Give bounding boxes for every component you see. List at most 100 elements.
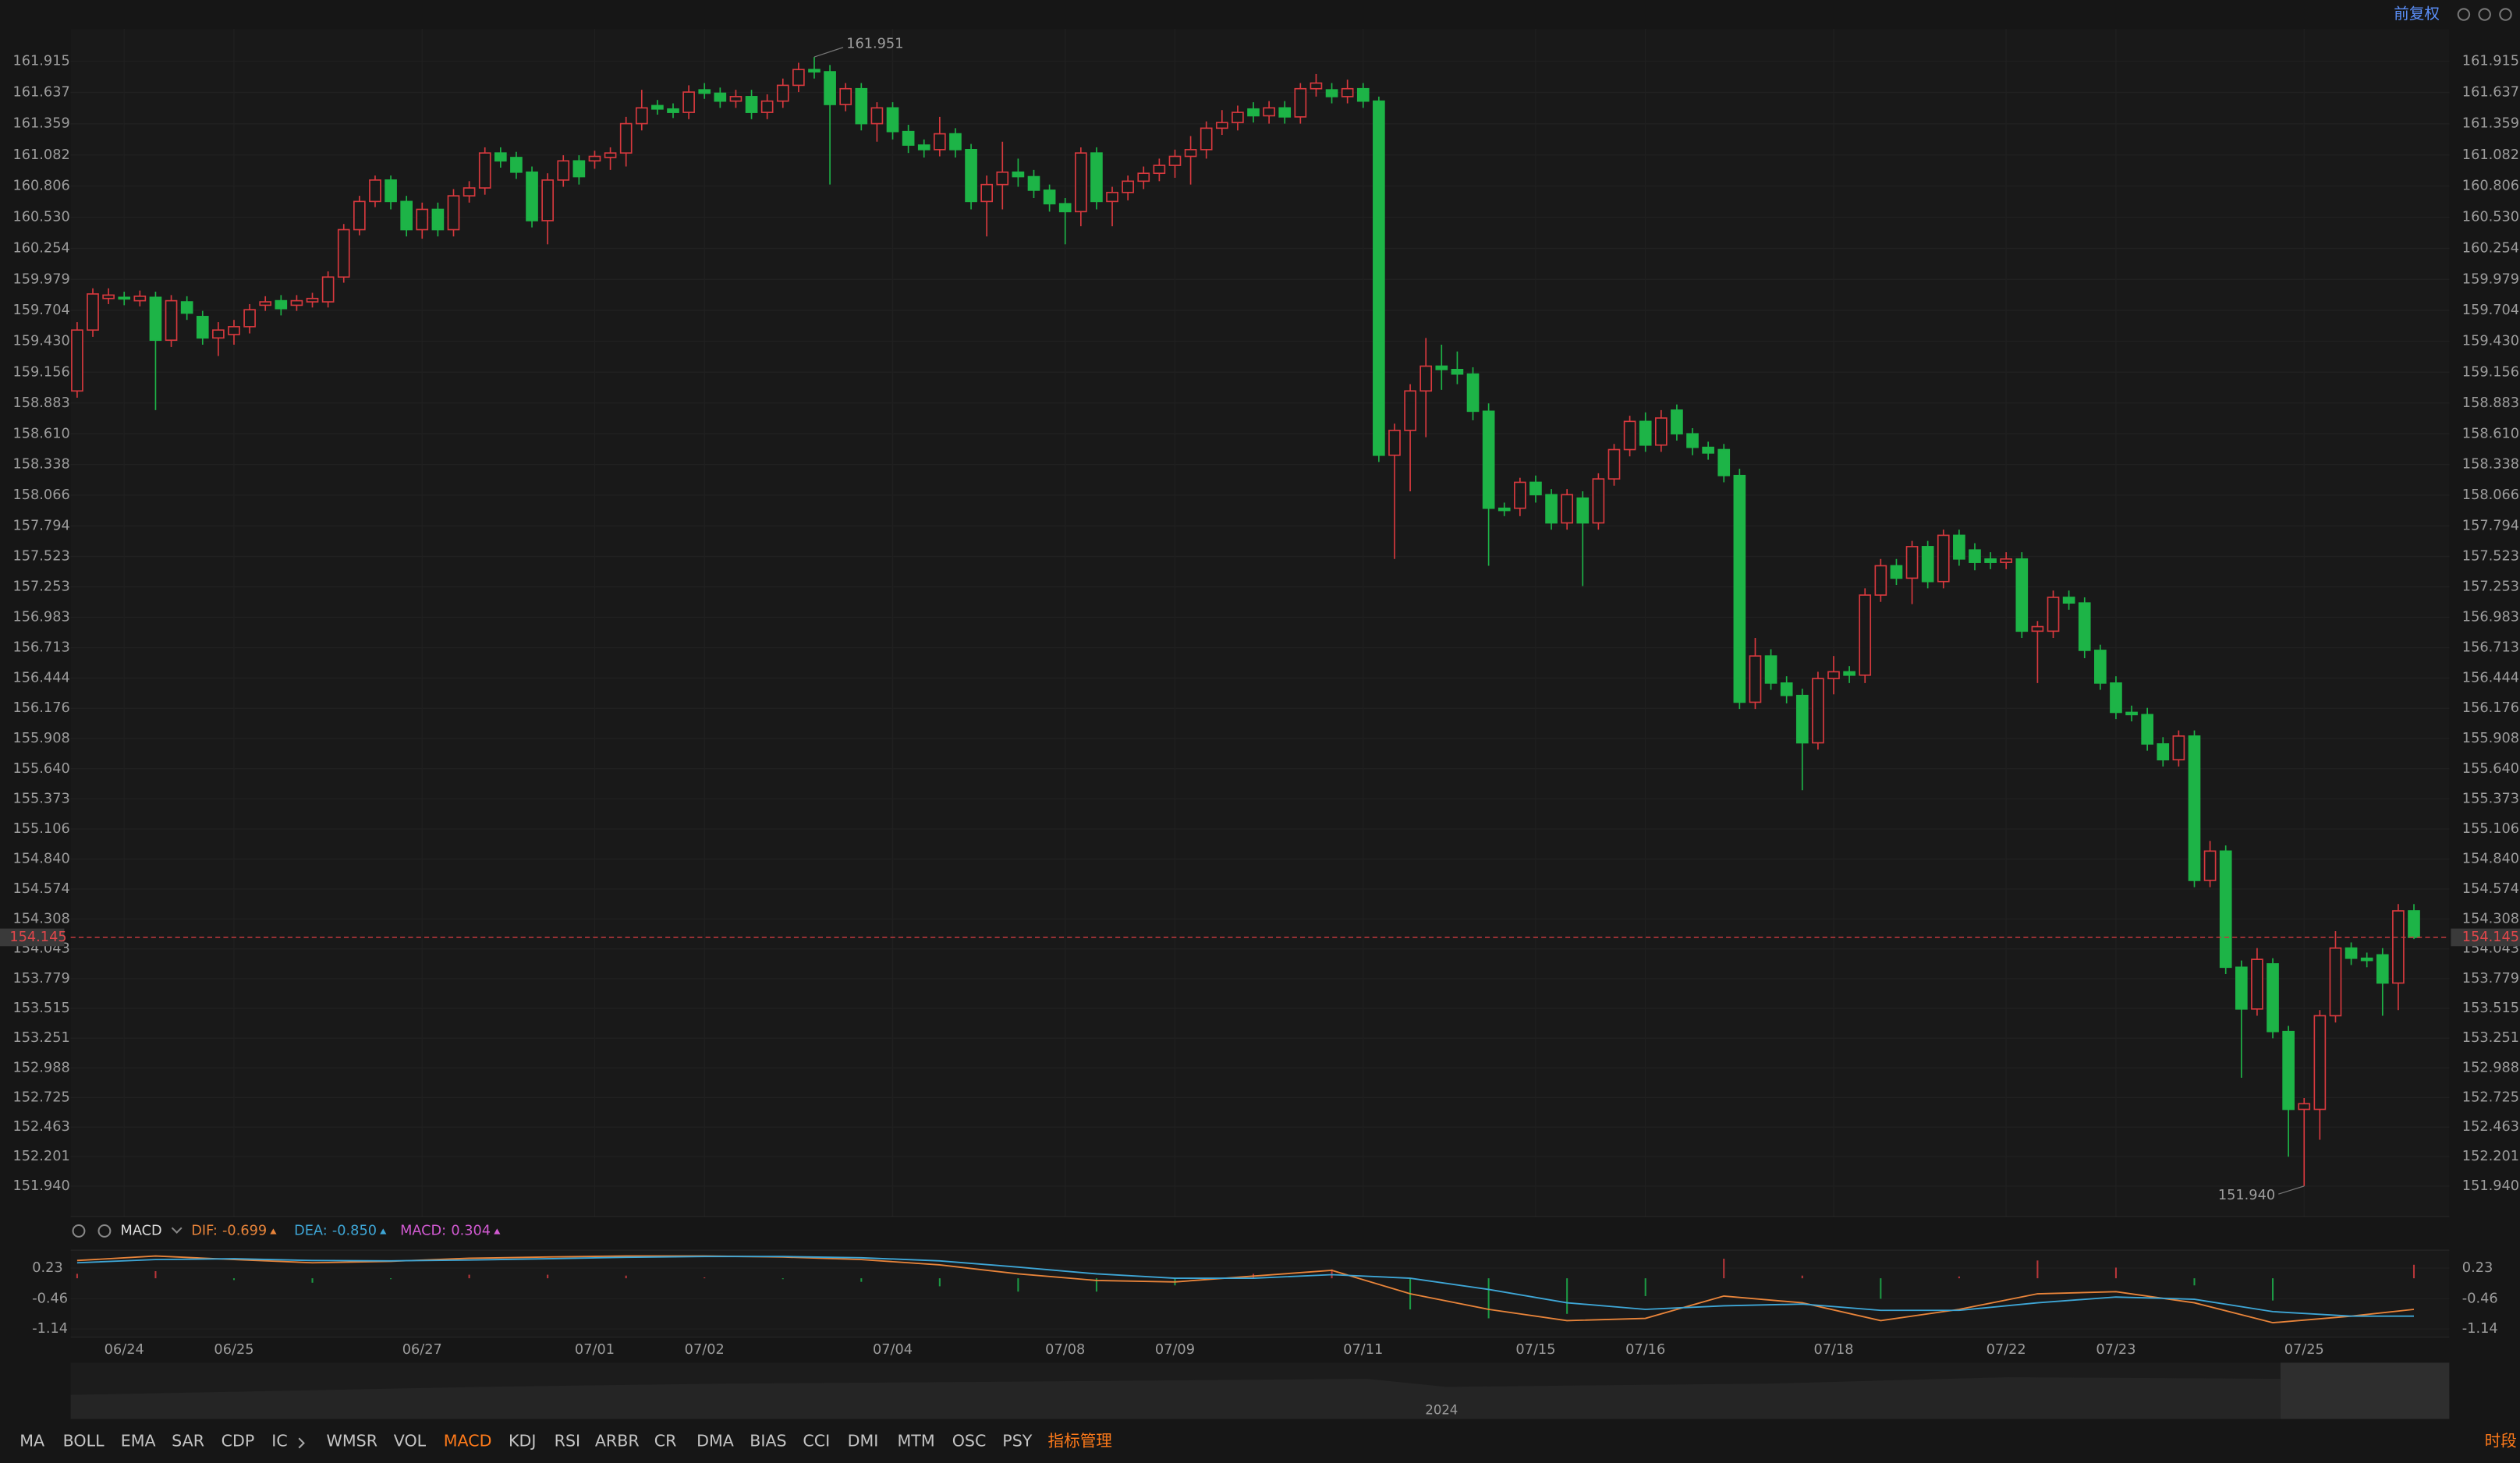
indicator-tab[interactable]: CR bbox=[654, 1431, 677, 1450]
candle-body bbox=[1843, 671, 1855, 676]
indicator-manage[interactable]: 指标管理 bbox=[1048, 1431, 1112, 1450]
x-tick-label: 07/18 bbox=[1813, 1342, 1853, 1358]
y-tick-label: 152.463 bbox=[12, 1119, 69, 1135]
candle-body bbox=[792, 69, 805, 87]
candle-body bbox=[353, 200, 366, 231]
candle-body bbox=[1607, 448, 1621, 480]
candle-body bbox=[1733, 474, 1746, 703]
y-tick-label: 152.988 bbox=[12, 1060, 69, 1075]
candle-body bbox=[369, 179, 381, 203]
x-tick-label: 07/22 bbox=[1987, 1342, 2026, 1358]
candle-body bbox=[1969, 549, 1981, 563]
y-tick-label: -1.14 bbox=[32, 1321, 68, 1337]
y-tick-label-right: 161.082 bbox=[2462, 147, 2519, 163]
candle-body bbox=[275, 299, 288, 310]
y-tick-label-right: 156.444 bbox=[2462, 671, 2519, 686]
y-tick-label-right: 152.201 bbox=[2462, 1149, 2519, 1164]
y-tick-label: 158.610 bbox=[12, 426, 69, 441]
y-tick-label: -0.46 bbox=[32, 1291, 68, 1306]
candle-body bbox=[1012, 171, 1025, 178]
candle-body bbox=[2015, 558, 2029, 632]
candle-body bbox=[526, 171, 538, 221]
x-tick-label: 07/15 bbox=[1515, 1342, 1555, 1358]
candle-body bbox=[1043, 190, 1056, 205]
y-tick-label-right: 152.988 bbox=[2462, 1060, 2519, 1075]
navigator-window[interactable] bbox=[2280, 1362, 2450, 1419]
indicator-tab[interactable]: KDJ bbox=[509, 1431, 536, 1450]
candle-body bbox=[321, 276, 335, 303]
y-tick-label-right: 157.253 bbox=[2462, 579, 2519, 595]
indicator-tab[interactable]: MA bbox=[19, 1431, 44, 1450]
indicator-tab[interactable]: VOL bbox=[394, 1431, 427, 1450]
y-tick-label-right: 157.794 bbox=[2462, 518, 2519, 533]
y-tick-label-right: 155.373 bbox=[2462, 791, 2519, 806]
settings-icon[interactable] bbox=[72, 1224, 86, 1238]
indicator-tab[interactable]: CCI bbox=[803, 1431, 830, 1450]
candle-body bbox=[306, 297, 319, 303]
candle-body bbox=[2345, 947, 2358, 959]
indicator-tab[interactable]: WMSR bbox=[327, 1431, 378, 1450]
candle-body bbox=[1764, 655, 1777, 684]
y-tick-label: 159.704 bbox=[12, 303, 69, 318]
indicator-tab[interactable]: CDP bbox=[222, 1431, 255, 1450]
candle-body bbox=[1749, 655, 1762, 703]
candle-body bbox=[2313, 1015, 2327, 1111]
y-tick-label: 155.106 bbox=[12, 821, 69, 837]
indicator-tab[interactable]: DMI bbox=[848, 1431, 879, 1450]
reset-icon[interactable] bbox=[2457, 8, 2471, 21]
period-button[interactable]: 时段 bbox=[2485, 1431, 2517, 1450]
candle-body bbox=[259, 301, 272, 306]
y-tick-label: 159.156 bbox=[12, 364, 69, 380]
indicator-tab[interactable]: OSC bbox=[952, 1431, 987, 1450]
candle-body bbox=[745, 96, 758, 113]
y-tick-label-right: 158.610 bbox=[2462, 426, 2519, 441]
candle-body bbox=[1702, 446, 1714, 454]
zoom-in-icon[interactable] bbox=[2499, 8, 2512, 21]
max-pointer bbox=[813, 47, 844, 58]
indicator-tab[interactable]: PSY bbox=[1002, 1431, 1032, 1450]
x-tick-label: 07/08 bbox=[1045, 1342, 1085, 1358]
indicator-tab[interactable]: BOLL bbox=[63, 1431, 105, 1450]
indicator-tab[interactable]: BIAS bbox=[750, 1431, 786, 1450]
adjust-button[interactable]: 前复权 bbox=[2394, 5, 2440, 23]
candle-body bbox=[1090, 152, 1103, 203]
candle-body bbox=[1592, 478, 1605, 524]
candle-body bbox=[1122, 180, 1134, 193]
last-price-box bbox=[0, 928, 65, 947]
candle-body bbox=[1278, 107, 1292, 118]
indicator-tab[interactable]: DMA bbox=[696, 1431, 734, 1450]
y-tick-label: 157.794 bbox=[12, 518, 69, 533]
y-tick-label-right: 155.640 bbox=[2462, 761, 2519, 777]
indicator-tab[interactable]: MACD bbox=[444, 1431, 492, 1450]
candle-body bbox=[965, 149, 977, 203]
candle-body bbox=[886, 107, 899, 133]
legend-name: DEA: bbox=[294, 1223, 328, 1238]
dropdown-icon[interactable] bbox=[171, 1227, 183, 1234]
x-tick-label: 06/25 bbox=[214, 1342, 253, 1358]
candle-body bbox=[1435, 365, 1448, 370]
candle-body bbox=[1184, 149, 1197, 158]
candle-body bbox=[1294, 87, 1307, 118]
indicator-tab[interactable]: MTM bbox=[897, 1431, 934, 1450]
candle-body bbox=[243, 309, 256, 328]
candle-body bbox=[2078, 602, 2091, 651]
candle-body bbox=[71, 329, 83, 392]
candle-body bbox=[1639, 420, 1652, 446]
indicator-tab[interactable]: IC bbox=[271, 1431, 287, 1450]
candle-body bbox=[1404, 390, 1416, 431]
zoom-out-icon[interactable] bbox=[2478, 8, 2491, 21]
indicator-tab[interactable]: ARBR bbox=[595, 1431, 640, 1450]
y-tick-label-right: 154.574 bbox=[2462, 881, 2519, 897]
indicator-tab[interactable]: EMA bbox=[121, 1431, 156, 1450]
more-icon[interactable] bbox=[298, 1437, 305, 1449]
indicator-tab[interactable]: SAR bbox=[172, 1431, 204, 1450]
x-tick-label: 07/23 bbox=[2096, 1342, 2135, 1358]
candle-body bbox=[2392, 910, 2405, 984]
candle-body bbox=[1795, 694, 1809, 744]
candle-body bbox=[2188, 735, 2201, 881]
candle-body bbox=[1153, 165, 1166, 175]
y-tick-label: 153.251 bbox=[12, 1030, 69, 1046]
candle-body bbox=[604, 152, 617, 158]
close-icon[interactable] bbox=[97, 1224, 112, 1238]
indicator-tab[interactable]: RSI bbox=[555, 1431, 580, 1450]
